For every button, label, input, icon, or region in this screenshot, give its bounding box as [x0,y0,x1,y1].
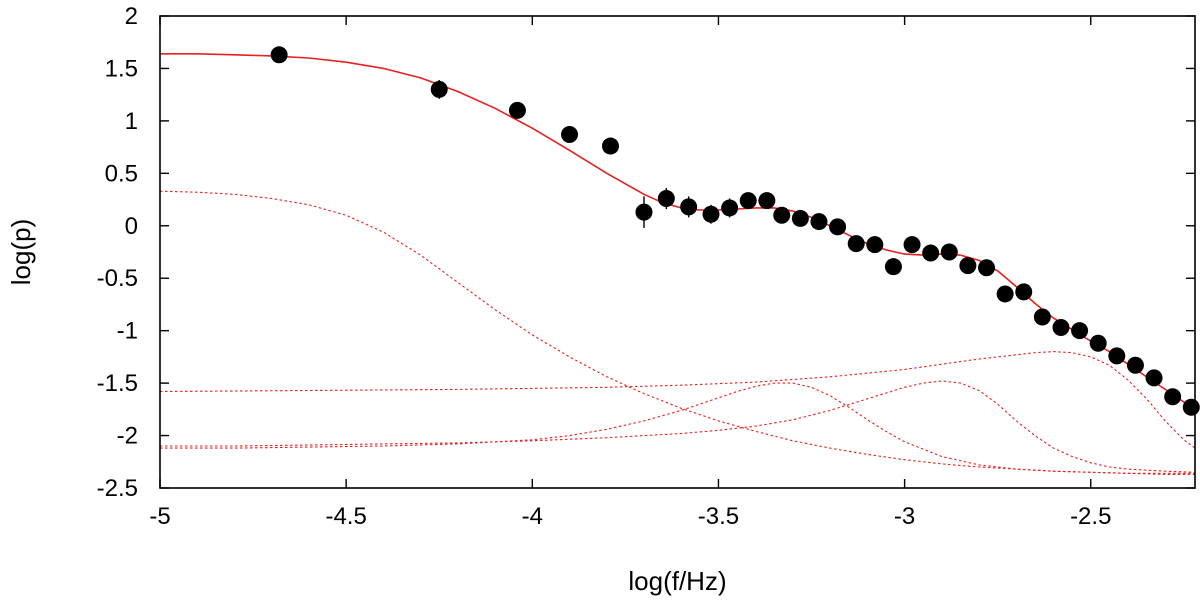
data-point [721,199,739,217]
y-axis-ticks: 2 1.5 1 0.5 0 -0.5 -1 -1.5 -2 -2.5 [97,3,1195,502]
y-tick-label: -1.5 [97,370,138,397]
y-tick-label: 2 [125,3,138,30]
x-axis-ticks: -5 -4.5 -4 -3.5 -3 -2.5 [149,16,1111,530]
data-point [959,257,977,275]
data-point [940,243,958,261]
x-tick-label: -5 [149,503,170,530]
y-tick-label: 0.5 [105,160,138,187]
y-tick-label: 0 [125,213,138,240]
data-point [903,236,921,254]
data-point [791,209,809,227]
model-component-line [160,351,1195,449]
plot-frame [159,15,1196,489]
data-point [758,192,776,210]
model-component-line [160,382,1195,474]
x-tick-label: -3 [894,503,915,530]
data-point [996,285,1014,303]
data-point [1089,334,1107,352]
y-tick-label: -1 [117,318,138,345]
data-point [702,205,720,223]
data-point [1015,283,1033,301]
data-point [1033,308,1051,326]
data-point [773,206,791,224]
x-tick-label: -4.5 [325,503,366,530]
data-point [430,80,448,98]
y-tick-label: -2 [117,423,138,450]
data-point [561,126,579,144]
data-point [508,101,526,119]
data-point [739,192,757,210]
x-axis-label: log(f/Hz) [628,566,726,596]
x-tick-label: -4 [522,503,543,530]
data-point [884,258,902,276]
model-component-line [160,380,1195,473]
data-point [270,46,288,64]
error-bars [278,49,1192,412]
data-point [601,137,619,155]
y-axis-label: log(p) [6,219,36,285]
data-point [657,190,675,208]
data-point [1126,356,1144,374]
model-curves [160,52,1195,475]
data-point [810,213,828,231]
data-point [1164,388,1182,406]
data-points [270,46,1200,416]
data-point [1182,398,1200,416]
y-tick-label: -2.5 [97,475,138,502]
data-point [866,236,884,254]
data-point [1052,319,1070,337]
y-tick-label: -0.5 [97,265,138,292]
data-point [922,244,940,262]
y-tick-label: 1 [125,108,138,135]
model-component-line [160,190,1195,475]
y-tick-label: 1.5 [105,55,138,82]
x-tick-label: -2.5 [1070,503,1111,530]
data-point [635,203,653,221]
data-point [680,198,698,216]
x-tick-label: -3.5 [698,503,739,530]
data-point [1145,369,1163,387]
data-point [847,235,865,253]
model-total-line [160,52,1195,410]
data-point [1108,347,1126,365]
data-point [1071,322,1089,340]
data-point [978,259,996,277]
data-point [829,218,847,236]
